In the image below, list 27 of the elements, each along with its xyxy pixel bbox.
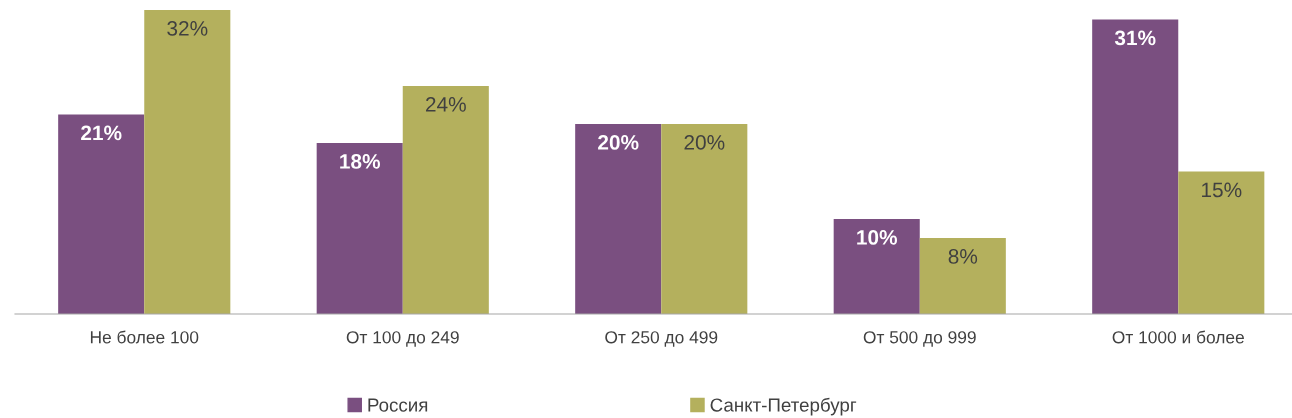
bar: [833, 219, 920, 314]
bar: [402, 86, 489, 314]
data-label: 20%: [684, 135, 725, 150]
bar: [316, 143, 403, 314]
bar: [919, 238, 1006, 314]
bar: [58, 114, 145, 314]
data-label: 20%: [598, 135, 639, 150]
data-label: 32%: [167, 21, 208, 36]
data-label: 8%: [948, 249, 978, 264]
data-label: 24%: [425, 97, 466, 112]
x-tick-label: От 1000 и более: [1112, 330, 1244, 344]
bar: [144, 10, 231, 314]
bar: [661, 124, 748, 314]
bar: [575, 124, 662, 314]
legend-label: Санкт-Петербург: [710, 397, 857, 416]
data-label: 18%: [340, 154, 381, 169]
data-label: 21%: [81, 125, 122, 141]
data-label: 31%: [1114, 30, 1156, 46]
x-tick-label: От 100 до 249: [346, 331, 459, 347]
bar: [1178, 171, 1265, 314]
x-tick-label: От 500 до 999: [863, 331, 976, 347]
bar: [1092, 19, 1179, 314]
x-tick-label: От 250 до 499: [605, 331, 718, 347]
data-label: 15%: [1202, 182, 1242, 198]
x-tick-label: Не более 100: [90, 330, 199, 344]
legend-label: Россия: [368, 398, 428, 412]
data-label: 10%: [857, 230, 898, 245]
